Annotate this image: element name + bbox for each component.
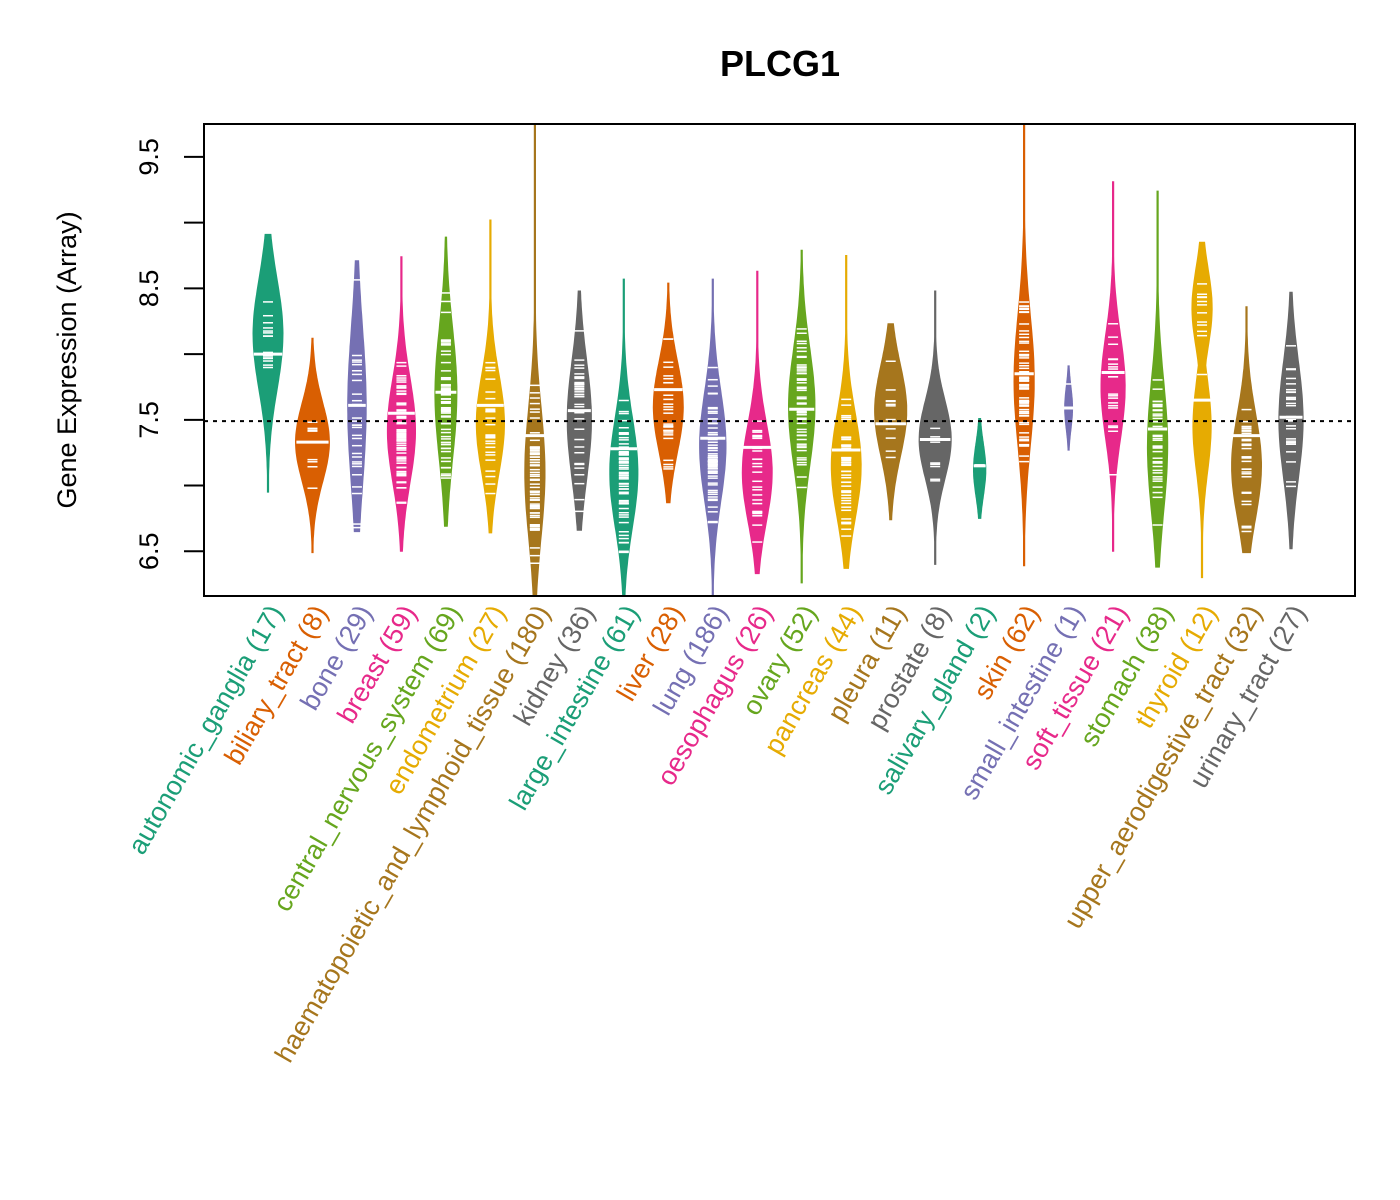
bean-lung bbox=[699, 278, 727, 597]
bean-breast bbox=[386, 256, 416, 552]
bean-density bbox=[1146, 190, 1169, 568]
y-tick-label: 7.5 bbox=[134, 401, 164, 439]
bean-density bbox=[434, 236, 458, 527]
bean-density bbox=[347, 260, 367, 533]
bean-density bbox=[973, 418, 987, 519]
bean-small-intestine bbox=[1062, 365, 1075, 451]
y-tick-label: 6.5 bbox=[134, 533, 164, 571]
bean-density bbox=[252, 233, 284, 493]
bean-bone bbox=[347, 260, 367, 533]
bean-density bbox=[475, 219, 506, 534]
chart-title: PLCG1 bbox=[720, 43, 840, 84]
bean-thyroid bbox=[1191, 241, 1213, 579]
bean-density bbox=[652, 282, 684, 504]
bean-central-nervous-system bbox=[434, 236, 458, 527]
bean-haematopoietic-and-lymphoid-tissue bbox=[524, 123, 546, 597]
y-axis-label: Gene Expression (Array) bbox=[52, 211, 82, 508]
bean-biliary-tract bbox=[294, 337, 330, 554]
bean-density bbox=[830, 255, 862, 569]
bean-large-intestine bbox=[609, 278, 639, 597]
bean-density bbox=[294, 337, 330, 554]
bean-oesophagus bbox=[741, 270, 773, 575]
plot-area bbox=[204, 123, 1355, 597]
bean-density bbox=[1191, 241, 1213, 579]
bean-salivary-gland bbox=[973, 418, 987, 519]
x-axis-labels: autonomic_ganglia (17)biliary_tract (8)b… bbox=[122, 600, 1312, 1067]
y-tick-label: 8.5 bbox=[134, 270, 164, 308]
bean-liver bbox=[652, 282, 684, 504]
y-axis: 6.5 7.5 8.5 9.5 bbox=[134, 138, 204, 570]
bean-soft-tissue bbox=[1100, 181, 1126, 552]
bean-skin bbox=[1013, 123, 1035, 567]
bean-stomach bbox=[1146, 190, 1169, 568]
bean-urinary-tract bbox=[1278, 291, 1304, 550]
bean-density bbox=[741, 270, 773, 575]
bean-endometrium bbox=[475, 219, 506, 534]
y-tick-label: 9.5 bbox=[134, 138, 164, 176]
bean-kidney bbox=[566, 290, 592, 531]
bean-density bbox=[787, 249, 816, 584]
bean-upper-aerodigestive-tract bbox=[1231, 306, 1262, 554]
bean-prostate bbox=[918, 290, 952, 565]
plot-frame bbox=[203, 123, 1356, 597]
bean-autonomic-ganglia bbox=[252, 233, 284, 493]
bean-density bbox=[1013, 123, 1035, 567]
bean-ovary bbox=[787, 249, 816, 584]
bean-pancreas bbox=[830, 255, 862, 569]
